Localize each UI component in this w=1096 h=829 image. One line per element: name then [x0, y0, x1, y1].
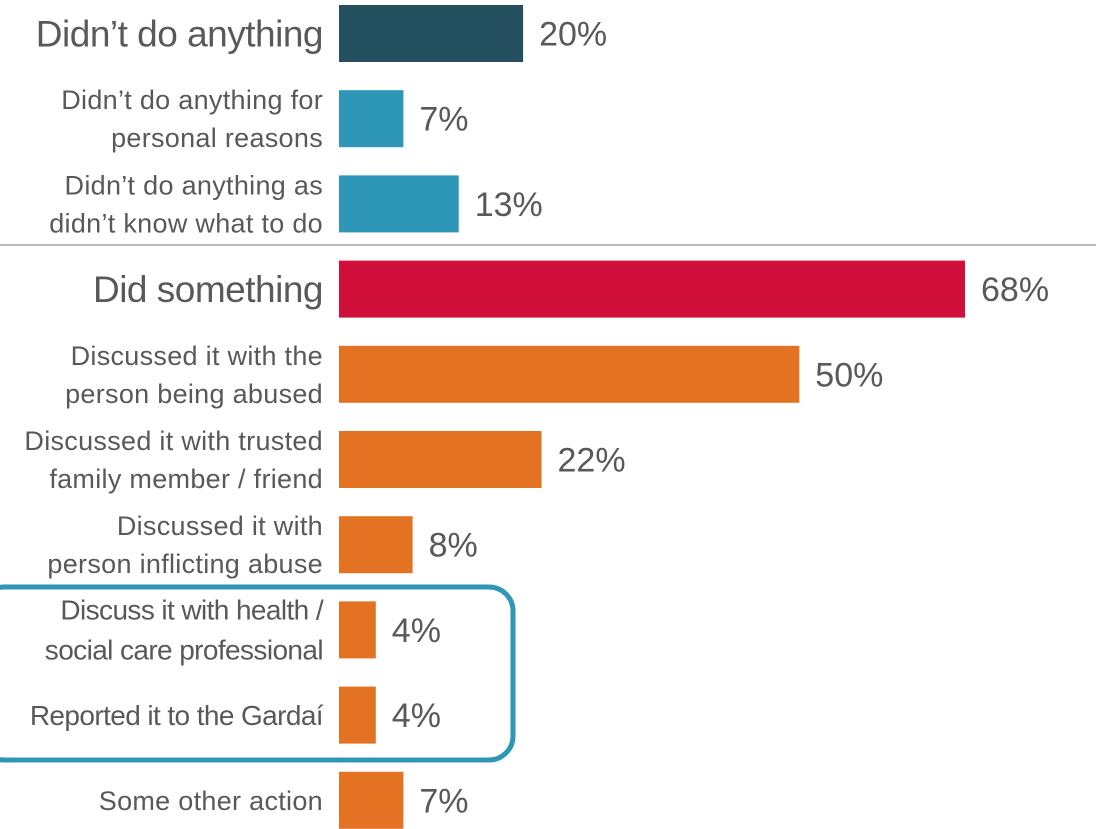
bar-8	[339, 601, 376, 659]
value-label-10: 7%	[419, 782, 468, 820]
bar-1	[339, 5, 524, 62]
category-labels-group: Didn’t do anything Didn’t do anything for…	[24, 14, 324, 816]
category-label-line: social care professional	[45, 635, 323, 666]
category-label-7: Discussed it with person inflicting abuse	[47, 511, 323, 579]
category-label-line: Didn’t do anything for	[61, 85, 323, 115]
value-label-5: 50%	[815, 356, 883, 394]
category-label-9: Reported it to the Gardaí	[30, 700, 324, 731]
value-label-8: 4%	[392, 612, 441, 650]
category-label-line: Reported it to the Gardaí	[30, 700, 324, 731]
category-label-line: Discussed it with	[117, 511, 323, 541]
bar-5	[339, 345, 800, 403]
category-label-5: Discussed it with the person being abused	[65, 341, 323, 409]
bar-6	[339, 431, 542, 488]
category-label-line: Did something	[93, 269, 323, 310]
category-label-1: Didn’t do anything	[36, 14, 323, 55]
value-label-4: 68%	[981, 271, 1049, 309]
bars-group	[339, 5, 965, 829]
category-label-3: Didn’t do anything as didn’t know what to…	[49, 170, 323, 238]
bar-9	[339, 686, 376, 744]
value-label-1: 20%	[539, 16, 607, 54]
category-label-line: person inflicting abuse	[47, 549, 323, 579]
value-label-7: 8%	[429, 527, 478, 565]
category-label-4: Did something	[93, 269, 323, 310]
category-label-line: person being abused	[65, 379, 323, 409]
value-label-2: 7%	[419, 101, 468, 139]
category-label-line: Didn’t do anything as	[65, 170, 323, 200]
category-label-line: family member / friend	[49, 464, 323, 494]
category-label-6: Discussed it with trusted family member /…	[24, 426, 323, 494]
bar-3	[339, 175, 459, 233]
category-label-line: Discussed it with trusted	[24, 426, 323, 456]
value-labels-group: 20% 7% 13% 68% 50% 22% 8% 4% 4% 7%	[392, 16, 1049, 821]
category-label-line: personal reasons	[111, 123, 323, 153]
value-label-9: 4%	[392, 697, 441, 735]
bar-4	[339, 260, 965, 318]
bar-2	[339, 90, 404, 148]
category-label-10: Some other action	[99, 786, 323, 816]
value-label-3: 13%	[475, 186, 543, 224]
category-label-line: Some other action	[99, 786, 323, 816]
category-label-line: Discussed it with the	[71, 341, 323, 371]
category-label-line: didn’t know what to do	[49, 208, 323, 238]
category-label-2: Didn’t do anything for personal reasons	[61, 85, 323, 153]
bar-10	[339, 771, 404, 829]
value-label-6: 22%	[558, 442, 626, 480]
highlight-box	[0, 584, 516, 763]
bar-7	[339, 516, 413, 574]
category-label-line: Didn’t do anything	[36, 14, 323, 55]
category-label-8: Discuss it with health / social care prof…	[45, 595, 324, 666]
category-label-line: Discuss it with health /	[60, 595, 323, 626]
